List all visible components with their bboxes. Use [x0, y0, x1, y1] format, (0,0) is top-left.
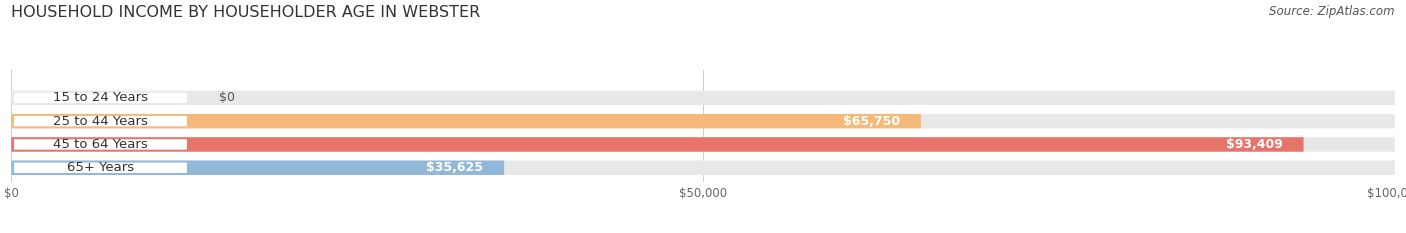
- FancyBboxPatch shape: [14, 163, 187, 173]
- Text: $35,625: $35,625: [426, 161, 484, 174]
- FancyBboxPatch shape: [11, 91, 1395, 105]
- FancyBboxPatch shape: [11, 137, 1303, 152]
- Text: $0: $0: [219, 91, 235, 104]
- Text: $93,409: $93,409: [1226, 138, 1282, 151]
- FancyBboxPatch shape: [11, 114, 1395, 128]
- Text: 15 to 24 Years: 15 to 24 Years: [53, 91, 148, 104]
- Text: Source: ZipAtlas.com: Source: ZipAtlas.com: [1270, 5, 1395, 18]
- Text: $65,750: $65,750: [844, 115, 900, 128]
- Text: 45 to 64 Years: 45 to 64 Years: [53, 138, 148, 151]
- FancyBboxPatch shape: [11, 161, 1395, 175]
- FancyBboxPatch shape: [11, 137, 1395, 152]
- Text: 25 to 44 Years: 25 to 44 Years: [53, 115, 148, 128]
- FancyBboxPatch shape: [14, 139, 187, 150]
- FancyBboxPatch shape: [14, 116, 187, 126]
- Text: HOUSEHOLD INCOME BY HOUSEHOLDER AGE IN WEBSTER: HOUSEHOLD INCOME BY HOUSEHOLDER AGE IN W…: [11, 5, 481, 20]
- FancyBboxPatch shape: [11, 114, 921, 128]
- Text: 65+ Years: 65+ Years: [67, 161, 134, 174]
- FancyBboxPatch shape: [11, 161, 505, 175]
- FancyBboxPatch shape: [14, 93, 187, 103]
